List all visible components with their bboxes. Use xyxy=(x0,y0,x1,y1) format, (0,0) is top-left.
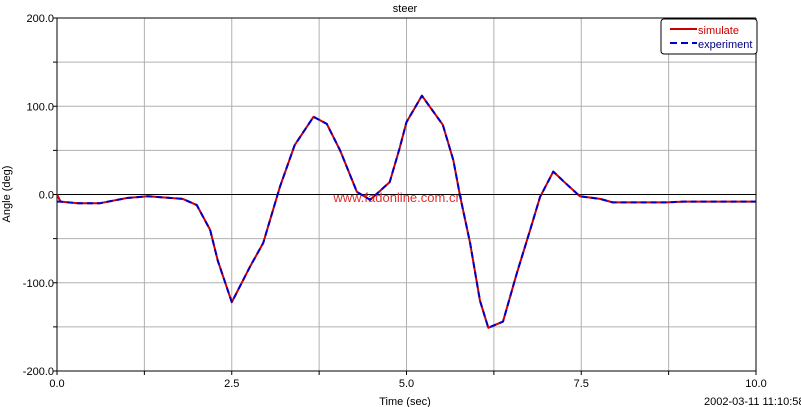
y-tick-label: 200.0 xyxy=(26,13,54,25)
y-tick-label: -100.0 xyxy=(23,278,54,290)
legend-label-experiment: experiment xyxy=(698,39,752,51)
x-tick-label: 10.0 xyxy=(745,378,766,390)
chart-title: steer xyxy=(393,3,418,15)
legend-box xyxy=(660,18,758,55)
x-axis-label: Time (sec) xyxy=(379,396,431,407)
legend: simulate experiment xyxy=(660,18,758,55)
timestamp: 2002-03-11 11:10:58 xyxy=(704,396,801,407)
x-tick-label: 0.0 xyxy=(49,378,64,390)
x-tick-label: 7.5 xyxy=(574,378,589,390)
y-tick-label: 100.0 xyxy=(26,101,54,113)
series-line-experiment xyxy=(57,94,756,329)
x-tick-label: 2.5 xyxy=(224,378,239,390)
y-tick-label: 0.0 xyxy=(39,190,54,202)
watermark: www.fadonline.com.cn xyxy=(332,190,462,205)
x-tick-label: 5.0 xyxy=(399,378,414,390)
legend-label-simulate: simulate xyxy=(698,25,739,37)
y-axis-label: Angle (deg) xyxy=(1,166,13,223)
grid xyxy=(57,18,756,371)
series-group xyxy=(56,94,756,329)
y-tick-label: -200.0 xyxy=(23,366,54,378)
